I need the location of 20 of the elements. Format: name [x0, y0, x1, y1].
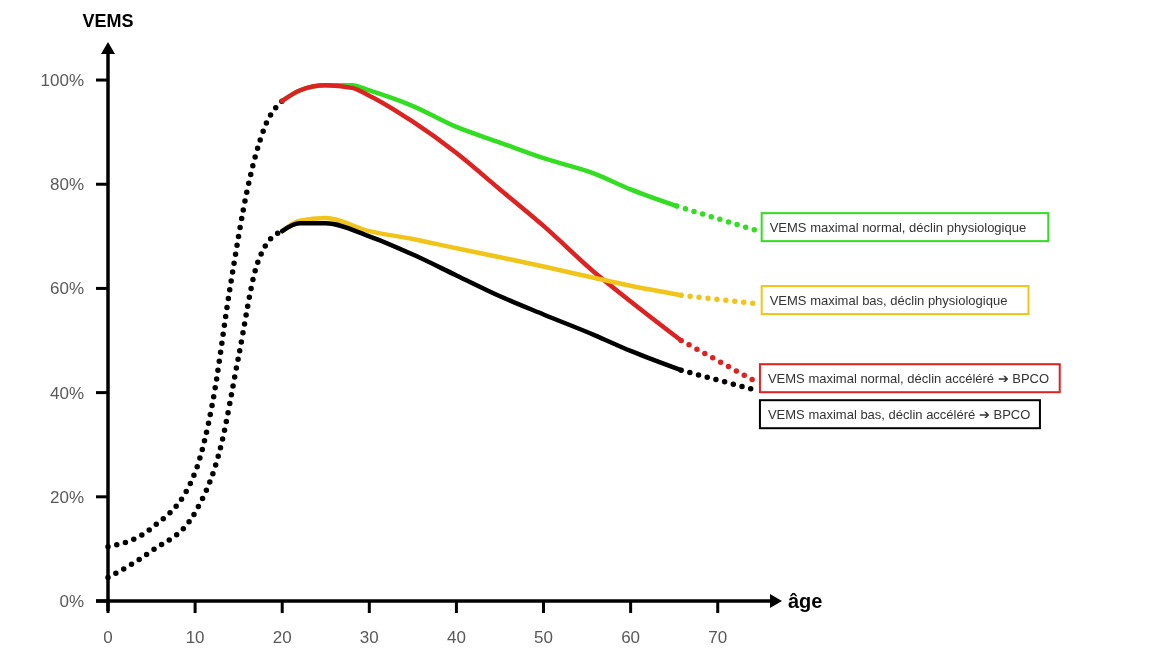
- series-label: VEMS maximal normal, déclin physiologique: [769, 219, 1027, 235]
- y-tick-label: 20%: [49, 487, 84, 507]
- y-tick-label: 40%: [49, 383, 84, 403]
- y-tick-label: 0%: [59, 592, 84, 611]
- x-tick-label: 0: [103, 628, 113, 647]
- y-tick-label: 80%: [49, 175, 84, 195]
- x-axis-title: âge: [788, 590, 823, 612]
- x-tick-label: 60: [621, 628, 641, 647]
- y-tick-label: 100%: [40, 71, 84, 91]
- series-label: VEMS maximal normal, déclin accéléré ➔ BPCO: [767, 370, 1050, 386]
- x-tick-label: 50: [534, 628, 553, 647]
- x-tick-label: 30: [359, 628, 379, 647]
- y-axis-title: VEMS: [82, 11, 134, 31]
- x-tick-label: 20: [272, 628, 292, 647]
- x-tick-label: 40: [446, 628, 466, 647]
- series-label: VEMS maximal bas, déclin accéléré ➔ BPCO: [767, 406, 1031, 422]
- x-tick-label: 70: [708, 628, 728, 647]
- series-label: VEMS maximal bas, déclin physiologique: [769, 292, 1008, 308]
- x-tick-label: 10: [185, 628, 205, 647]
- y-tick-label: 60%: [49, 279, 84, 299]
